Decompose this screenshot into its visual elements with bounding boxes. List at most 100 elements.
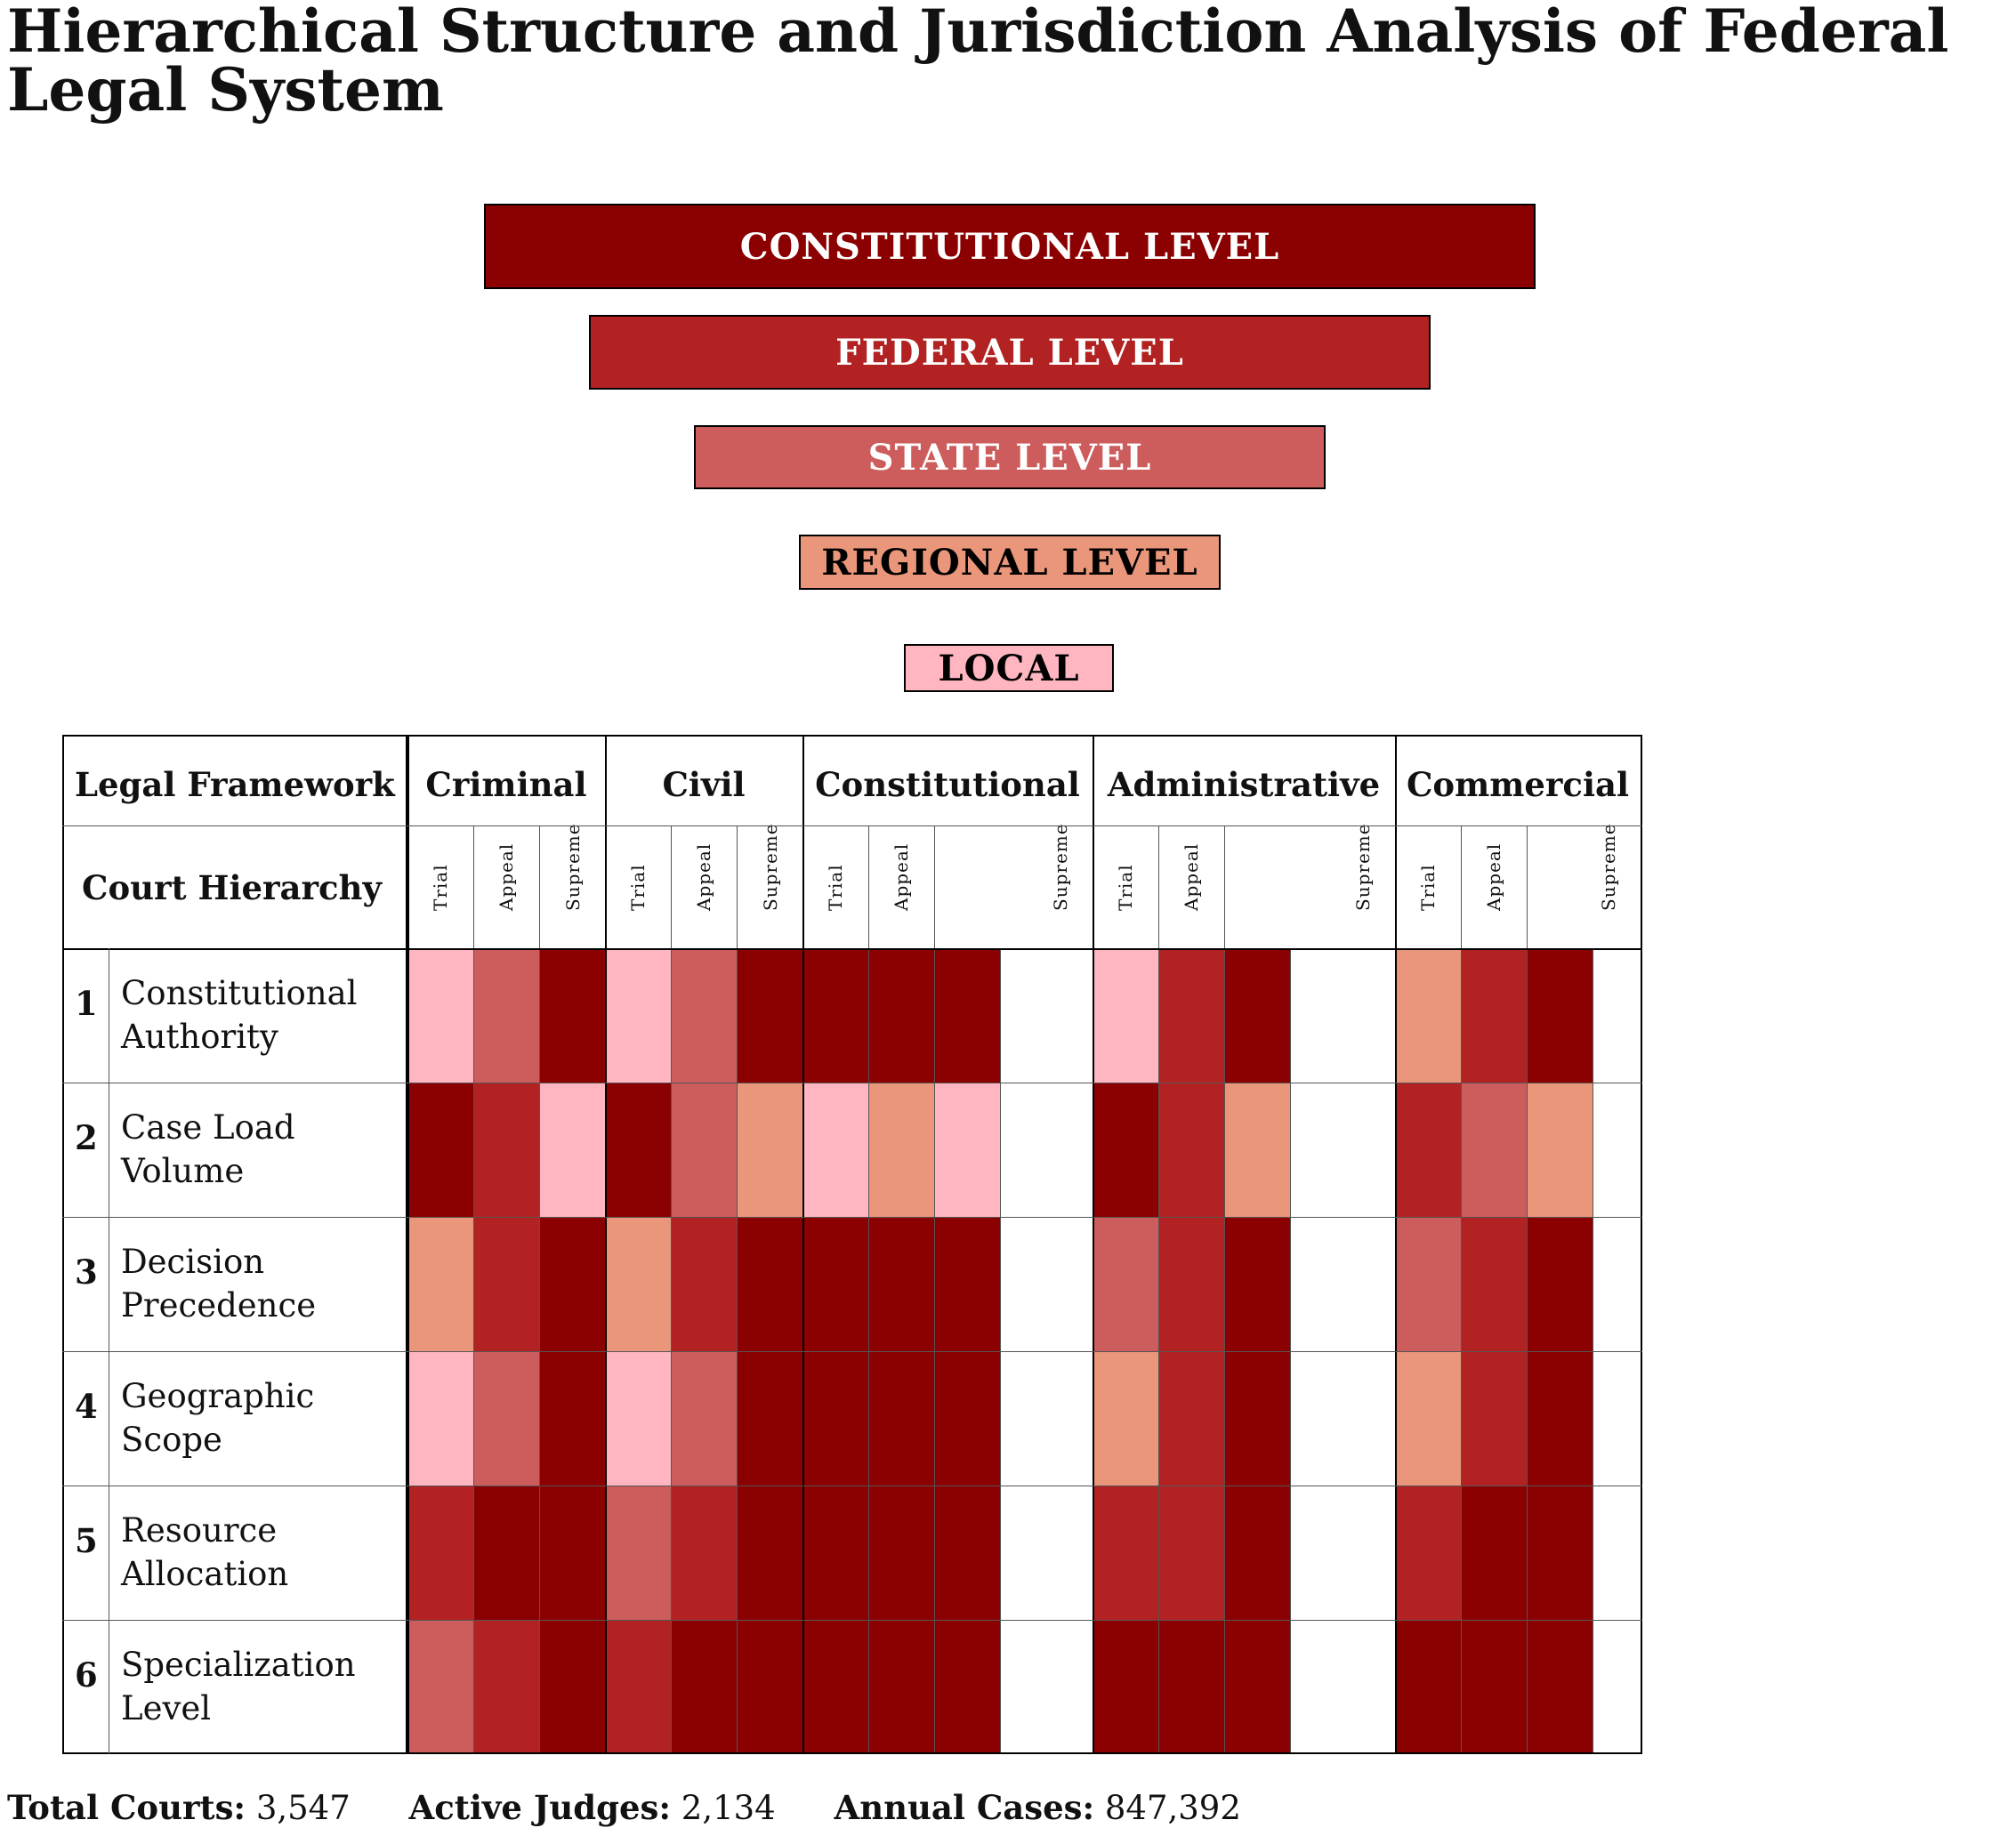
- stat-total-courts: Total Courts: 3,547: [7, 1788, 351, 1827]
- subheader-appeal: Appeal: [693, 842, 714, 911]
- heat-cell: [671, 1486, 737, 1620]
- cell-divider: [473, 1620, 474, 1754]
- heat-cell: [473, 948, 539, 1083]
- subheader-divider: [1158, 825, 1159, 948]
- cell-divider: [934, 1486, 935, 1620]
- cell-divider: [539, 948, 540, 1083]
- cell-divider: [1224, 948, 1225, 1083]
- jurisdiction-matrix: 1 Constitutional Authority 2 Case Load Volu…: [62, 735, 1642, 1754]
- cell-divider: [1290, 1083, 1291, 1217]
- stat-annual-cases: Annual Cases: 847,392: [834, 1788, 1241, 1827]
- header-group-commercial: Commercial: [1406, 765, 1630, 804]
- group-divider: [802, 735, 804, 1754]
- heat-cell: [605, 1620, 671, 1754]
- cell-divider: [1158, 1620, 1159, 1754]
- heat-cell: [1395, 948, 1461, 1083]
- cell-divider: [539, 1217, 540, 1351]
- cell-divider: [1527, 1351, 1528, 1486]
- heat-cell: [1093, 1620, 1158, 1754]
- tier-constitutional-level: CONSTITUTIONAL LEVEL: [484, 204, 1536, 289]
- cell-divider: [1000, 1351, 1001, 1486]
- heat-cell: [737, 1217, 802, 1351]
- heat-cell: [934, 1217, 1000, 1351]
- heat-cell: [605, 1217, 671, 1351]
- heat-cell: [473, 1620, 539, 1754]
- cell-divider: [934, 1083, 935, 1217]
- cell-divider: [1000, 1620, 1001, 1754]
- cell-divider: [1527, 1486, 1528, 1620]
- cell-divider: [1527, 1083, 1528, 1217]
- cell-divider: [473, 1351, 474, 1486]
- heat-cell: [1527, 1620, 1593, 1754]
- row-label: Geographic Scope: [121, 1377, 315, 1459]
- cell-divider: [934, 1351, 935, 1486]
- heat-cell: [737, 1083, 802, 1217]
- heat-cell: [802, 1217, 868, 1351]
- group-divider: [1093, 735, 1094, 1754]
- tier-federal-level: FEDERAL LEVEL: [589, 315, 1431, 390]
- heat-cell: [868, 1620, 934, 1754]
- cell-divider: [737, 948, 738, 1083]
- group-divider: [407, 735, 409, 1754]
- subheader-divider: [737, 825, 738, 948]
- heat-cell: [671, 1217, 737, 1351]
- cell-divider: [539, 1486, 540, 1620]
- heat-cell: [671, 1351, 737, 1486]
- cell-divider: [868, 1620, 869, 1754]
- cell-divider: [868, 1486, 869, 1620]
- cell-divider: [868, 1217, 869, 1351]
- cell-divider: [934, 1217, 935, 1351]
- border-top: [62, 735, 1642, 737]
- heat-cell: [802, 1351, 868, 1486]
- label-divider: [406, 735, 407, 1754]
- heat-cell: [868, 1083, 934, 1217]
- heat-cell: [407, 1217, 473, 1351]
- heat-cell: [1527, 1486, 1593, 1620]
- summary-stats: Total Courts: 3,547 Active Judges: 2,134…: [7, 1788, 1289, 1827]
- heat-cell: [671, 1083, 737, 1217]
- heat-cell: [1224, 948, 1290, 1083]
- cell-divider: [868, 948, 869, 1083]
- cell-divider: [1224, 1486, 1225, 1620]
- heat-cell: [1224, 1351, 1290, 1486]
- row-divider: [62, 1351, 1642, 1352]
- cell-divider: [539, 1351, 540, 1486]
- cell-divider: [934, 1620, 935, 1754]
- cell-divider: [1224, 1620, 1225, 1754]
- heat-cell: [934, 1351, 1000, 1486]
- subheader-appeal: Appeal: [496, 842, 517, 911]
- subheader-trial: Trial: [1115, 864, 1136, 911]
- subheader-supreme: Supreme: [562, 823, 584, 911]
- tier-state-level: STATE LEVEL: [694, 425, 1326, 489]
- heat-cell: [934, 1620, 1000, 1754]
- border-left: [62, 735, 64, 1754]
- heat-cell: [1158, 1486, 1224, 1620]
- heat-cell: [407, 1620, 473, 1754]
- subheader-supreme: Supreme: [760, 823, 781, 911]
- heat-cell: [1158, 1083, 1224, 1217]
- heat-cell: [1224, 1083, 1290, 1217]
- heat-cell: [1527, 1083, 1593, 1217]
- cell-divider: [1158, 1217, 1159, 1351]
- subheader-divider: [539, 825, 540, 948]
- cell-divider: [1000, 948, 1001, 1083]
- heat-cell: [868, 1217, 934, 1351]
- heat-cell: [737, 1351, 802, 1486]
- cell-divider: [1461, 1083, 1462, 1217]
- cell-divider: [671, 1620, 672, 1754]
- heat-cell: [1461, 1217, 1527, 1351]
- heat-cell: [802, 948, 868, 1083]
- heat-cell: [1158, 1620, 1224, 1754]
- cell-divider: [1461, 1620, 1462, 1754]
- header-group-criminal: Criminal: [425, 765, 587, 804]
- heat-cell: [737, 948, 802, 1083]
- cell-divider: [1158, 1486, 1159, 1620]
- heat-cell: [407, 1351, 473, 1486]
- heat-cell: [1461, 1620, 1527, 1754]
- cell-divider: [1290, 948, 1291, 1083]
- subheader-divider: [934, 825, 935, 948]
- heat-cell: [1395, 1351, 1461, 1486]
- heat-cell: [605, 1351, 671, 1486]
- heat-cell: [1527, 948, 1593, 1083]
- row-label: Constitutional Authority: [121, 974, 358, 1056]
